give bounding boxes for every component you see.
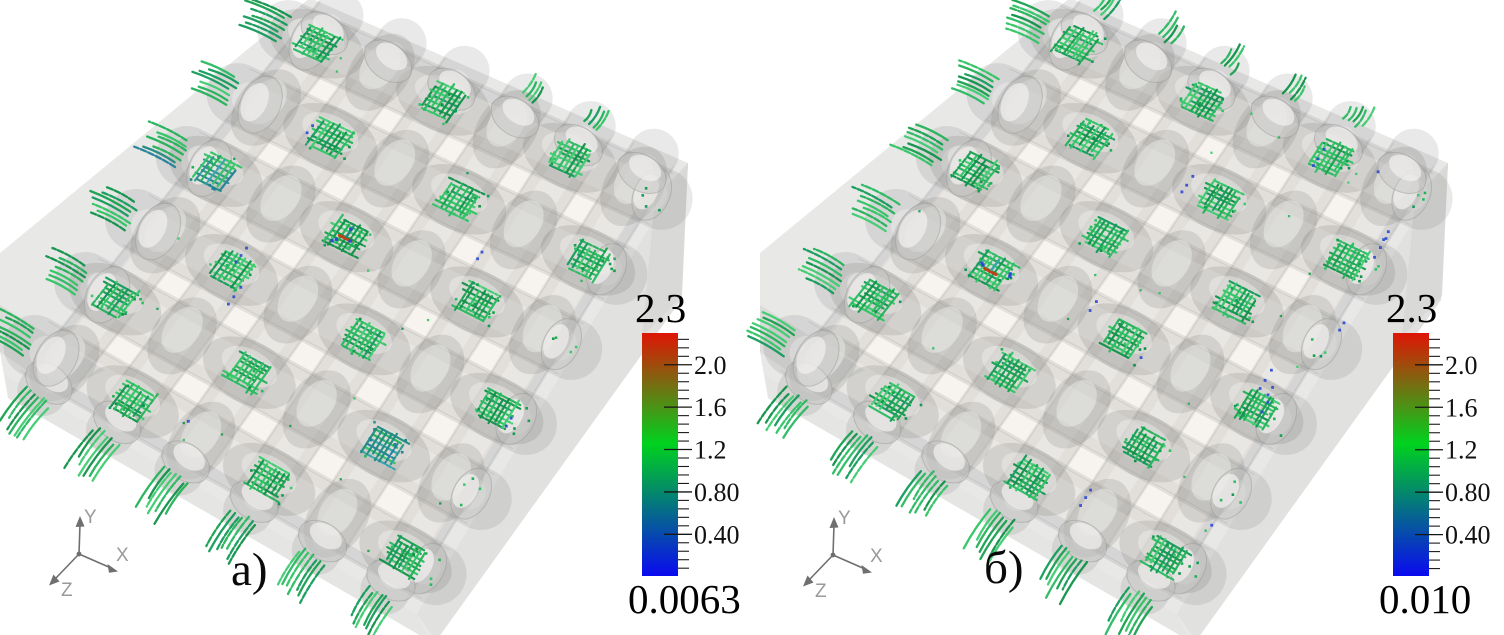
y-axis-line [78,523,81,555]
x-axis-arrow-icon [861,565,872,574]
y-axis-arrow-icon [75,516,85,527]
render-scene-b [746,0,1453,635]
z-axis-line [55,553,80,579]
colorbar-tick-label: 2.0 [1445,351,1478,380]
colorbar-tick-label: 2.0 [694,351,727,380]
scatter-dots [156,57,583,553]
streamline-bundles [0,0,661,635]
yarn-tubes [3,0,693,615]
colorbar-b: 2.3 2.0 1.6 1.2 0.80 0.40 0.010 [1377,286,1504,635]
x-axis-line [78,553,112,569]
z-axis-arrow-icon [803,575,814,587]
colorbar-min-label: 0.010 [1379,576,1472,622]
colorbar-tick-label: 1.6 [694,393,727,422]
x-axis-arrow-icon [107,564,118,573]
z-axis-label: Z [815,581,827,602]
colorbar-tick-label: 0.40 [1445,521,1491,550]
z-axis-line [809,554,834,580]
streamline-bundles [746,0,1427,635]
y-axis-line [832,524,835,556]
panel-label-b: б) [984,542,1024,594]
streamline-clusters [848,25,1371,581]
panel-label-a: а) [231,544,268,596]
yarn-end-caps [785,11,1433,602]
colorbar-tick-label: 0.80 [694,478,740,507]
colorbar-tick-label: 0.40 [694,520,740,549]
scatter-dots [918,58,1390,579]
colorbar-max-label: 2.3 [635,285,687,331]
orientation-axes-b[interactable]: Y X Z [783,501,893,611]
x-axis-label: X [116,545,129,566]
colorbar-max-label: 2.3 [1386,285,1438,331]
y-axis-label: Y [838,508,851,529]
x-axis-label: X [870,546,883,567]
colorbar-gradient [642,333,678,576]
z-axis-arrow-icon [49,574,60,586]
colorbar-min-label: 0.0063 [628,576,741,622]
y-axis-arrow-icon [829,517,839,528]
colorbar-tick-label: 1.2 [694,436,727,465]
orientation-axes-a[interactable]: Y X Z [29,500,139,610]
colorbar-a: 2.3 2.0 1.6 1.2 0.80 0.40 0.0063 [626,286,756,635]
colorbar-tick-label: 1.6 [1445,393,1478,422]
render-scene-a [0,0,693,635]
colorbar-gradient [1393,333,1429,576]
x-axis-line [832,554,866,570]
yarn-tubes [763,0,1453,615]
colorbar-tick-label: 0.80 [1445,478,1491,507]
y-axis-label: Y [84,507,97,528]
z-axis-label: Z [61,580,73,601]
colorbar-tick-label: 1.2 [1445,436,1478,465]
